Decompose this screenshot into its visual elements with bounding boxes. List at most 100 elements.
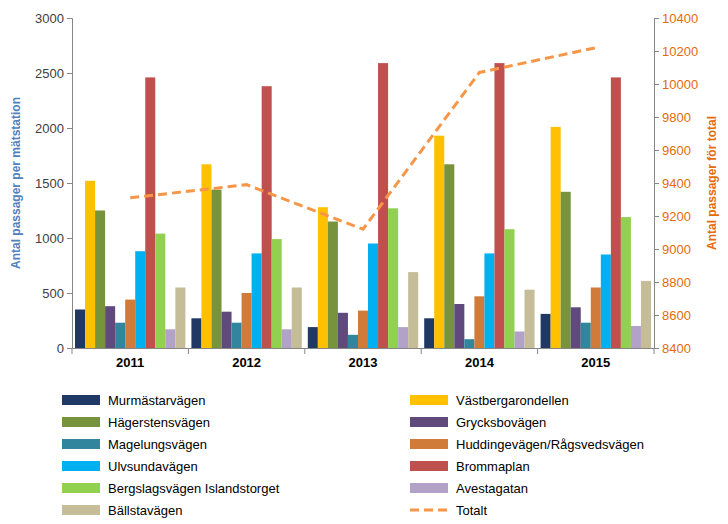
bar	[105, 306, 115, 348]
tick-label: 9400	[662, 176, 691, 191]
tick: 9000	[654, 242, 691, 257]
tick-label: 10200	[662, 44, 698, 59]
tick-mark	[654, 117, 659, 118]
bar-series	[165, 326, 641, 348]
legend-label: Murmästarvägen	[108, 393, 206, 408]
legend-label: Totalt	[456, 503, 487, 518]
bar-series	[115, 323, 591, 348]
tick: 8600	[654, 308, 691, 323]
legend-swatch	[410, 439, 448, 449]
category-separator	[304, 348, 305, 354]
bar	[135, 251, 145, 348]
legend-item: Västbergarondellen	[410, 393, 569, 408]
bar	[434, 136, 444, 348]
legend-swatch	[410, 483, 448, 493]
tick-mark	[67, 73, 72, 74]
tick: 10200	[654, 44, 698, 59]
tick: 9200	[654, 209, 691, 224]
bar	[444, 164, 454, 348]
tick-label: 1000	[35, 231, 64, 246]
bar	[474, 296, 484, 348]
tick-label: 2013	[349, 355, 378, 370]
tick-mark	[67, 293, 72, 294]
tick-label: 2011	[116, 355, 144, 370]
y-axis: 050010001500200025003000	[35, 11, 72, 356]
tick-label: 2500	[35, 66, 64, 81]
tick-label: 9600	[662, 143, 691, 158]
legend-swatch	[62, 461, 100, 471]
bar	[591, 288, 601, 349]
legend-label: Brommaplan	[456, 459, 530, 474]
tick-label: 0	[57, 341, 64, 356]
bar	[601, 255, 611, 349]
legend-swatch	[62, 395, 100, 405]
legend-label: Hägerstensvägen	[108, 415, 210, 430]
bar	[631, 326, 641, 348]
category-separator	[188, 348, 189, 354]
bar-series	[175, 272, 651, 348]
bar-series	[85, 127, 561, 348]
legend-swatch	[410, 417, 448, 427]
tick-mark	[67, 183, 72, 184]
bar	[484, 253, 494, 348]
legend-swatch	[410, 395, 448, 405]
tick: 9800	[654, 110, 691, 125]
tick-mark	[654, 216, 659, 217]
tick: 8800	[654, 275, 691, 290]
bar	[282, 329, 292, 348]
tick: 500	[42, 286, 72, 301]
bar	[318, 207, 328, 348]
tick-mark	[67, 18, 72, 19]
bar	[292, 288, 302, 349]
tick-label: 2012	[232, 355, 261, 370]
tick: 2011	[116, 348, 144, 370]
tick-mark	[654, 183, 659, 184]
tick: 9600	[654, 143, 691, 158]
legend-label: Bergslagsvägen Islandstorget	[108, 481, 280, 496]
legend-label: Huddingevägen/Rågsvedsvägen	[456, 437, 644, 452]
axis-line	[67, 19, 73, 349]
bar	[408, 272, 418, 348]
category-separator	[421, 348, 422, 354]
bar	[581, 323, 591, 348]
tick-mark	[654, 150, 659, 151]
tick-mark	[67, 348, 72, 349]
axis-title: Antal passager per mätstation	[9, 97, 23, 269]
tick-mark	[654, 282, 659, 283]
tick-mark	[654, 315, 659, 316]
legend-label: Magelungsvägen	[108, 437, 207, 452]
bar	[611, 77, 621, 348]
bar	[515, 332, 525, 349]
tick-label: 10000	[662, 77, 698, 92]
tick-label: 9000	[662, 242, 691, 257]
tick: 9400	[654, 176, 691, 191]
bar	[561, 192, 571, 348]
tick: 2500	[35, 66, 72, 81]
chart: 2011201220132014201505001000150020002500…	[0, 0, 728, 524]
tick-mark	[654, 249, 659, 250]
bar	[201, 164, 211, 348]
bar	[145, 77, 155, 348]
bar	[388, 208, 398, 348]
legend-item: Avestagatan	[410, 481, 528, 496]
tick: 10400	[654, 11, 698, 26]
bar-series	[145, 63, 621, 348]
bar	[115, 323, 125, 348]
tick: 2015	[581, 348, 610, 370]
bar	[222, 312, 232, 348]
plot-area	[75, 48, 651, 348]
tick-mark	[654, 51, 659, 52]
legend-swatch	[410, 461, 448, 471]
bar	[175, 288, 185, 349]
bar	[541, 314, 551, 348]
tick: 8400	[654, 341, 691, 356]
legend: Murmästarvägen Västbergarondellen Hägerste…	[62, 393, 644, 518]
legend-item: Ulvsundavägen	[62, 459, 198, 474]
tick-mark	[67, 238, 72, 239]
axis-line	[73, 348, 655, 349]
bar-series	[155, 208, 631, 348]
x-axis: 20112012201320142015	[72, 348, 655, 370]
bar	[571, 307, 581, 348]
legend-item: Bergslagsvägen Islandstorget	[62, 481, 280, 496]
bar	[125, 300, 135, 348]
